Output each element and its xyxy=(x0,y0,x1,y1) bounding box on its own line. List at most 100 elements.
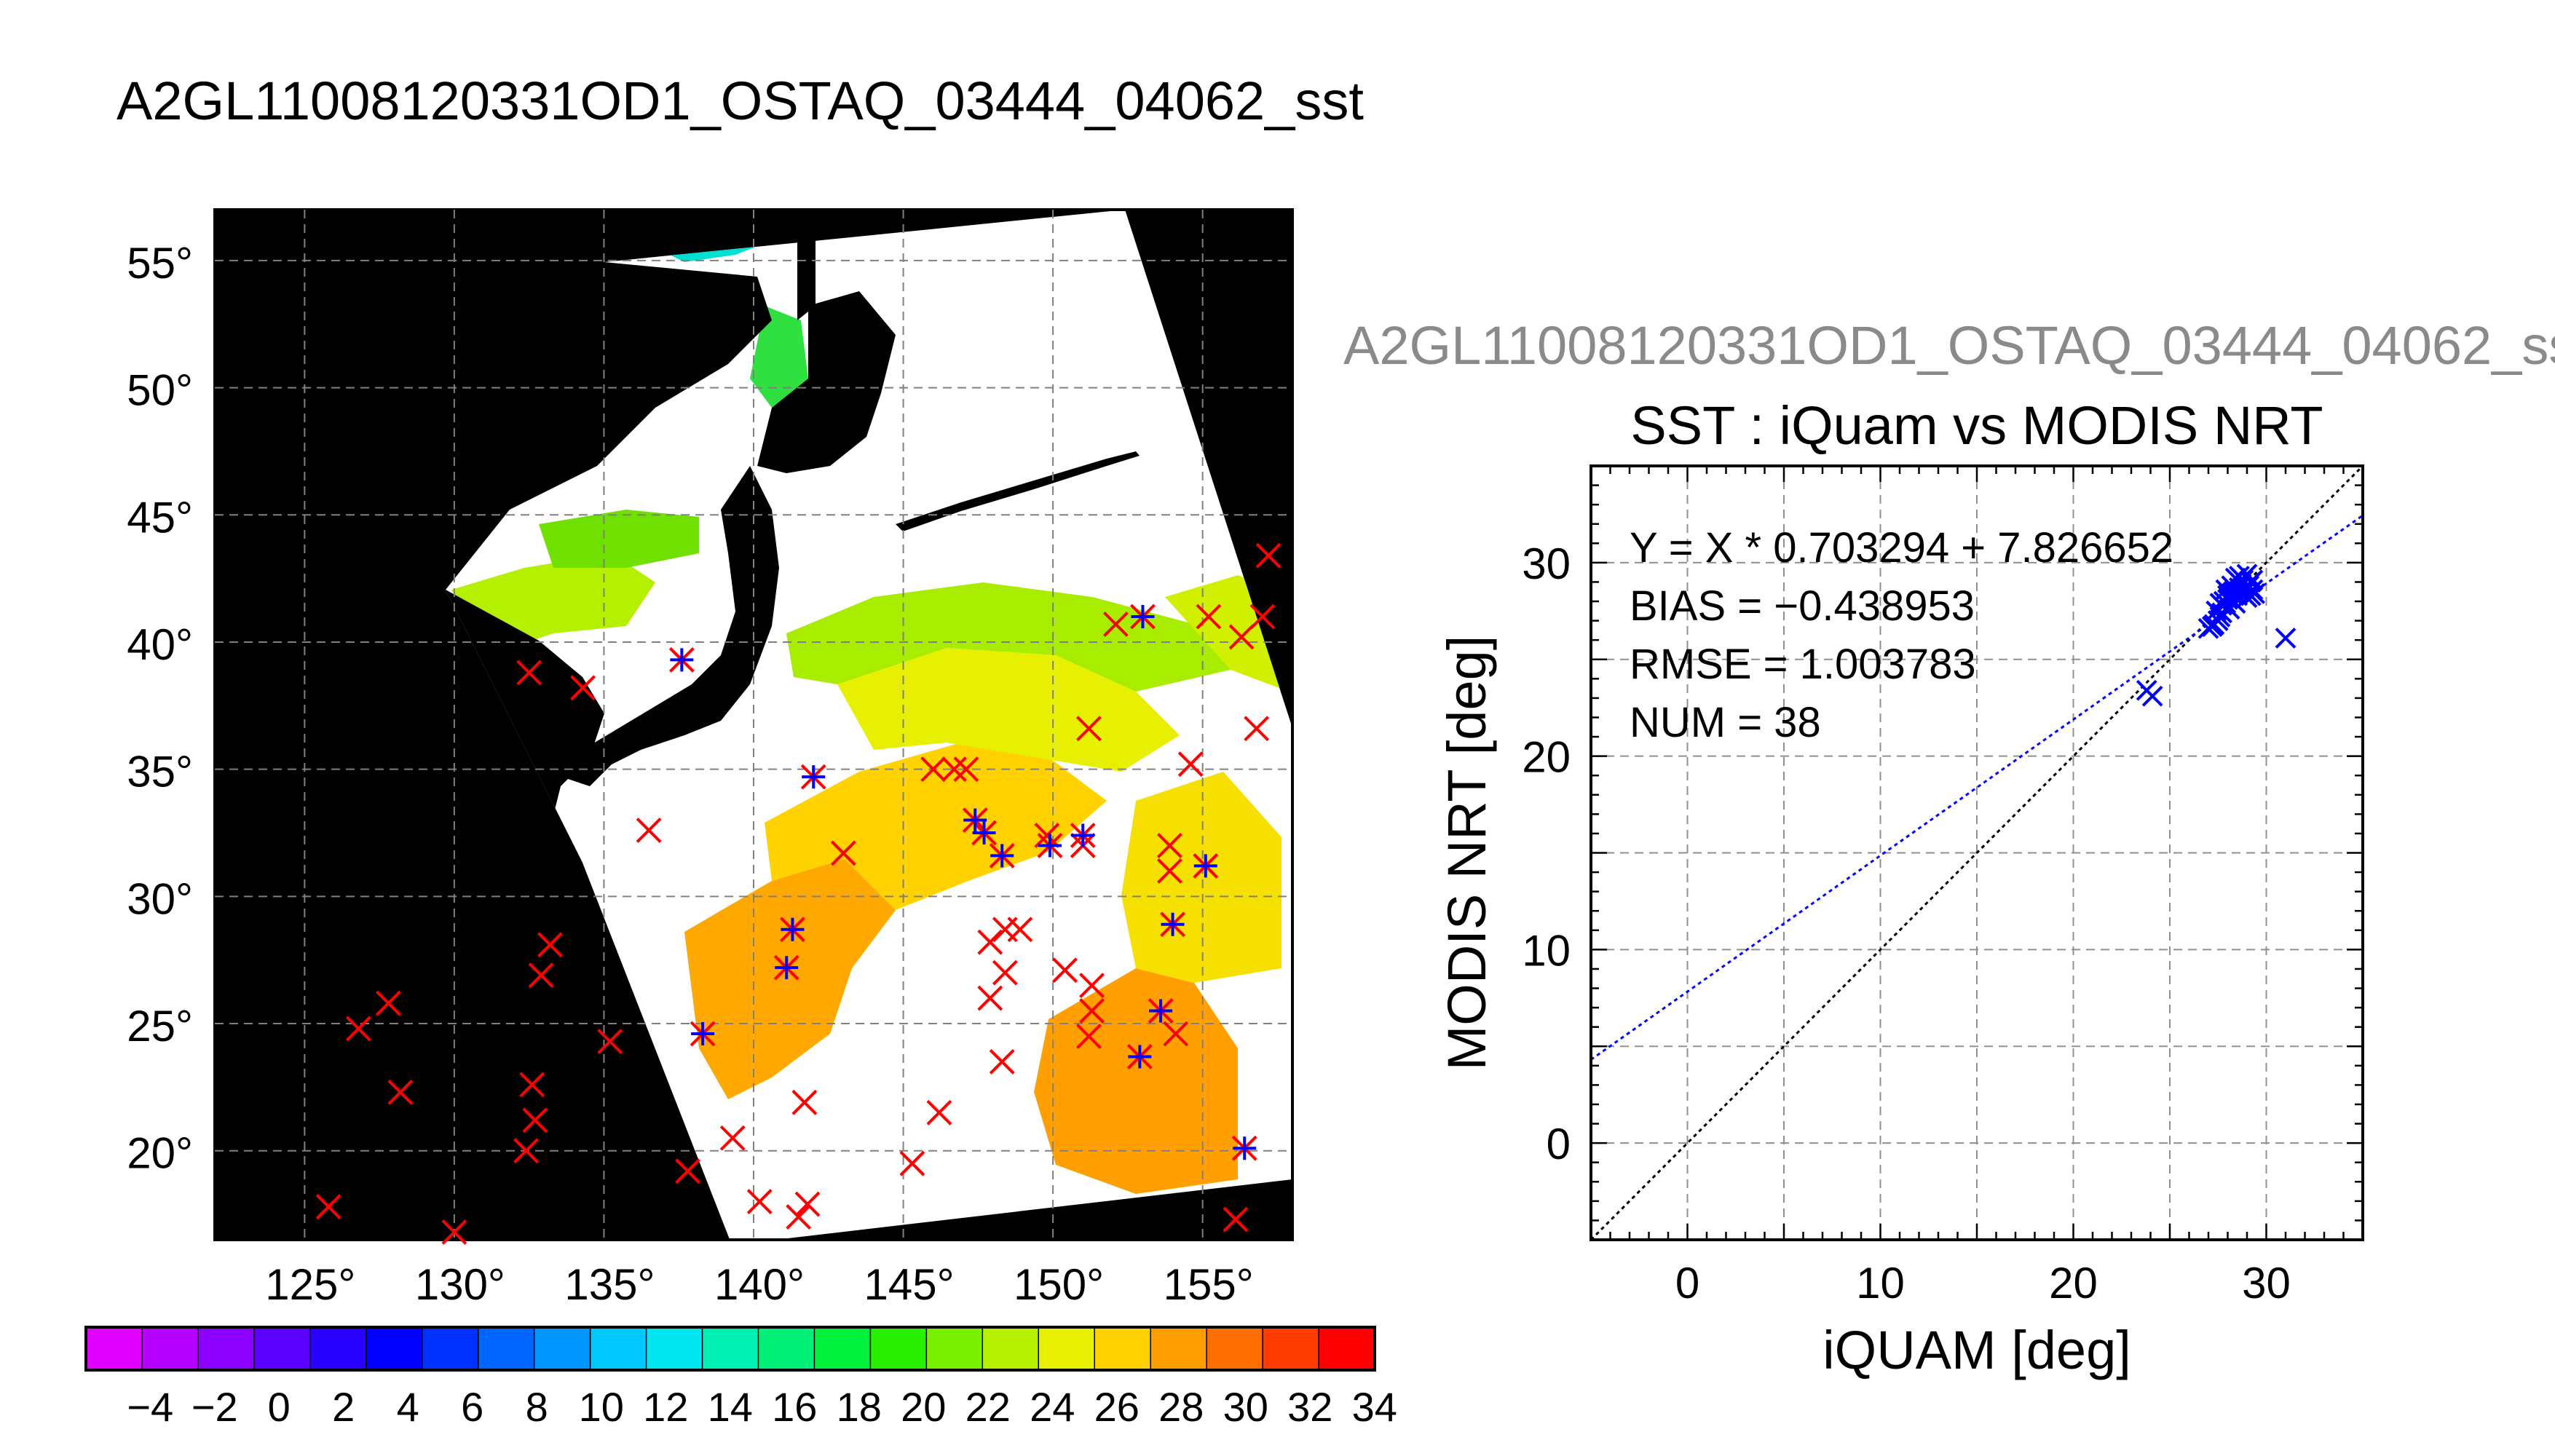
colorbar-label: −2 xyxy=(191,1384,238,1430)
scatter-point xyxy=(2232,582,2254,604)
sst-patch-yellow-east xyxy=(1121,772,1282,983)
colorbar-label: 10 xyxy=(579,1384,624,1430)
matchup-marker xyxy=(794,1191,821,1217)
matchup-marker xyxy=(597,1029,623,1054)
colorbar-label: 0 xyxy=(268,1384,291,1430)
map-tick-labels: 55° 50° 45° 40° 35° 30° 25° 20° 125° 130° 135° 140°… xyxy=(127,239,1253,1309)
used-matchup-marker xyxy=(1161,912,1185,936)
matchup-marker xyxy=(1157,833,1182,858)
used-matchup-marker xyxy=(1071,823,1095,847)
land-japan-honshu xyxy=(568,466,779,786)
used-matchup-marker xyxy=(1131,605,1155,629)
matchup-marker xyxy=(899,1150,925,1176)
colorbar-label: 20 xyxy=(901,1384,946,1430)
matchup-marker xyxy=(516,660,542,686)
colorbar-segment xyxy=(1094,1327,1151,1370)
matchup-marker xyxy=(1007,917,1033,943)
matchup-marker xyxy=(513,1138,539,1164)
sst-patch-warm-southeast xyxy=(1034,968,1238,1194)
map-title: A2GL11008120331OD1_OSTAQ_03444_04062_sst xyxy=(117,71,1364,131)
matchup-markers xyxy=(315,542,1282,1245)
colorbar-label: 16 xyxy=(772,1384,817,1430)
sst-patch-green-japansea-north xyxy=(539,510,699,568)
colorbar-segment xyxy=(1263,1327,1319,1370)
used-matchup-marker xyxy=(691,1022,715,1045)
land-asia-mainland xyxy=(215,210,772,590)
colorbar-segment xyxy=(141,1327,199,1370)
scatter-ylabel: MODIS NRT [deg] xyxy=(1437,636,1497,1071)
matchup-marker xyxy=(1076,716,1102,742)
colorbar-segment xyxy=(422,1327,479,1370)
scatter-xlabel: iQUAM [deg] xyxy=(1823,1320,2131,1380)
colorbar-segment xyxy=(478,1327,535,1370)
matchup-marker xyxy=(1249,604,1276,630)
used-matchup-marker xyxy=(781,917,805,941)
matchup-marker xyxy=(989,1049,1015,1075)
colorbar-segment xyxy=(309,1327,367,1370)
matchup-marker xyxy=(537,932,563,958)
matchup-marker xyxy=(315,1194,341,1219)
colorbar-label: 32 xyxy=(1287,1384,1332,1430)
matchup-marker xyxy=(1076,1024,1102,1049)
used-matchup-marker xyxy=(972,820,996,844)
matchup-marker xyxy=(1196,604,1222,630)
sst-patch-green-north xyxy=(786,582,1231,692)
used-matchup-marker xyxy=(1233,1136,1257,1160)
matchup-marker xyxy=(1163,1021,1189,1047)
colorbar-segment xyxy=(926,1327,983,1370)
scatter-stat-line: BIAS = −0.438953 xyxy=(1630,582,1975,630)
map-gridlines xyxy=(215,210,1292,1240)
colorbar-segment xyxy=(1207,1327,1263,1370)
matchup-marker xyxy=(977,929,1003,955)
scatter-x-tick: 30 xyxy=(2242,1259,2291,1307)
map-lat-tick: 20° xyxy=(127,1129,193,1178)
scatter-x-tick: 10 xyxy=(1856,1259,1905,1307)
island-small-white xyxy=(504,515,530,533)
matchup-marker xyxy=(1157,858,1182,884)
matchup-marker xyxy=(1223,1206,1249,1233)
colorbar-label: 8 xyxy=(526,1384,548,1430)
land-kurils xyxy=(896,451,1140,531)
matchup-marker xyxy=(1034,823,1060,848)
map-lat-tick: 50° xyxy=(127,366,193,415)
colorbar-segment xyxy=(197,1327,255,1370)
matchup-marker xyxy=(1052,957,1078,984)
colorbar-segment xyxy=(590,1327,647,1370)
scatter-point xyxy=(2141,685,2163,707)
scatter-frame xyxy=(1590,464,2364,1241)
colorbar-segment xyxy=(702,1327,759,1370)
matchup-marker xyxy=(441,1219,467,1245)
scatter-stat-line: NUM = 38 xyxy=(1630,699,1821,746)
colorbar-segment xyxy=(1150,1327,1207,1370)
map-lat-tick: 40° xyxy=(127,620,193,669)
colorbar-segment xyxy=(1319,1327,1375,1370)
colorbar-segment xyxy=(86,1327,143,1370)
map-lon-tick: 140° xyxy=(714,1260,805,1309)
colorbar-segment xyxy=(646,1327,703,1370)
colorbar-label: 22 xyxy=(965,1384,1011,1430)
matchup-marker xyxy=(977,985,1003,1011)
colorbar-segment xyxy=(366,1327,423,1370)
scatter-point xyxy=(2228,566,2250,587)
map-lat-tick: 30° xyxy=(127,874,193,923)
scatter-plot: 0 10 20 30 0 10 20 30 SST : iQuam vs MODIS NRT iQ… xyxy=(1437,395,2364,1380)
matchup-marker xyxy=(920,756,947,783)
matchup-marker xyxy=(941,756,967,783)
matchup-marker xyxy=(953,756,979,783)
scatter-stat-line: RMSE = 1.003783 xyxy=(1630,641,1976,688)
matchup-marker xyxy=(675,1158,700,1184)
matchup-marker xyxy=(1255,542,1282,569)
sst-patch-yellow-center xyxy=(765,743,1107,910)
colorbar-label: 2 xyxy=(332,1384,355,1430)
scatter-x-tick: 20 xyxy=(2049,1259,2098,1307)
colorbar-segment xyxy=(758,1327,815,1370)
colorbar-label: 28 xyxy=(1158,1384,1204,1430)
used-matchup-marker xyxy=(1149,999,1173,1023)
colorbar-label: 18 xyxy=(837,1384,882,1430)
matchup-marker xyxy=(1103,612,1129,637)
scatter-y-tick: 30 xyxy=(1522,539,1571,588)
colorbar-frame xyxy=(84,1326,1376,1372)
matchup-marker xyxy=(791,1089,818,1115)
map-lat-tick: 55° xyxy=(127,239,193,288)
